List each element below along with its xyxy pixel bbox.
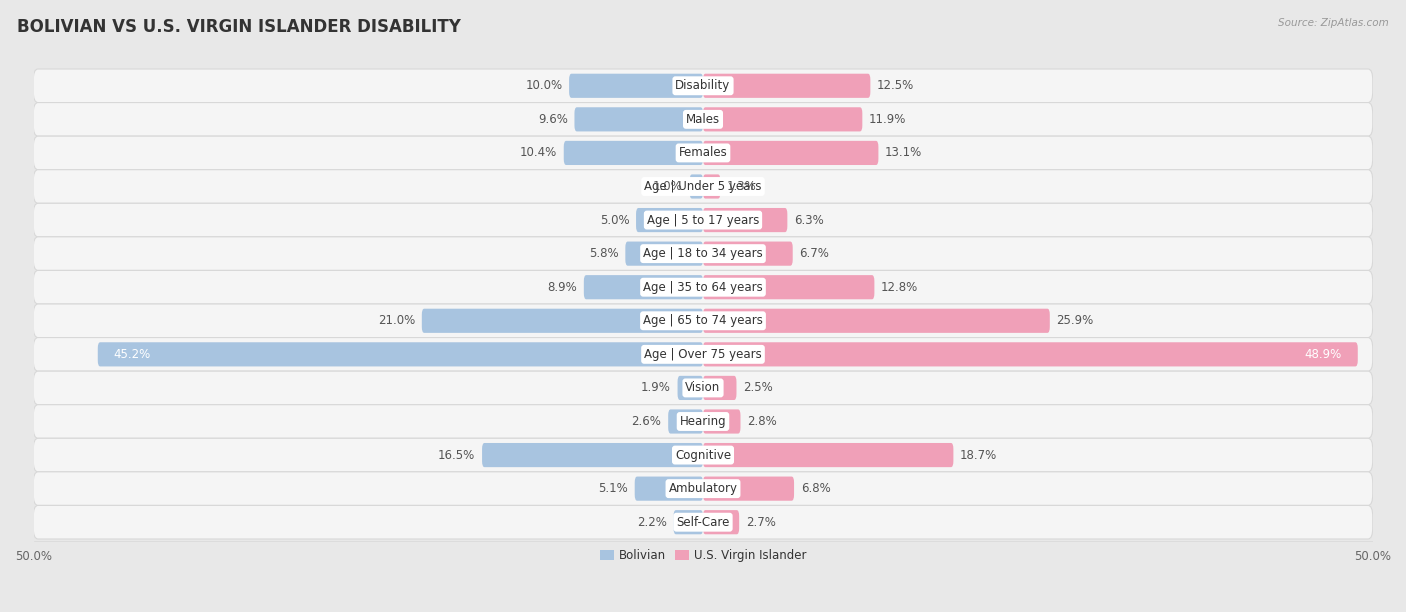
FancyBboxPatch shape: [703, 409, 741, 433]
FancyBboxPatch shape: [34, 103, 1372, 136]
FancyBboxPatch shape: [34, 338, 1372, 371]
Text: BOLIVIAN VS U.S. VIRGIN ISLANDER DISABILITY: BOLIVIAN VS U.S. VIRGIN ISLANDER DISABIL…: [17, 18, 461, 36]
FancyBboxPatch shape: [703, 242, 793, 266]
Text: 12.5%: 12.5%: [877, 80, 914, 92]
Text: Disability: Disability: [675, 80, 731, 92]
Text: 21.0%: 21.0%: [378, 315, 415, 327]
Text: 10.0%: 10.0%: [526, 80, 562, 92]
Text: Age | 65 to 74 years: Age | 65 to 74 years: [643, 315, 763, 327]
Text: Self-Care: Self-Care: [676, 516, 730, 529]
Text: Females: Females: [679, 146, 727, 159]
Text: Age | Under 5 years: Age | Under 5 years: [644, 180, 762, 193]
FancyBboxPatch shape: [634, 477, 703, 501]
FancyBboxPatch shape: [703, 174, 720, 198]
FancyBboxPatch shape: [34, 237, 1372, 271]
Text: 1.9%: 1.9%: [641, 381, 671, 394]
FancyBboxPatch shape: [34, 203, 1372, 237]
Text: 5.1%: 5.1%: [599, 482, 628, 495]
FancyBboxPatch shape: [422, 308, 703, 333]
FancyBboxPatch shape: [34, 438, 1372, 472]
Text: 12.8%: 12.8%: [882, 281, 918, 294]
FancyBboxPatch shape: [575, 107, 703, 132]
FancyBboxPatch shape: [98, 342, 703, 367]
FancyBboxPatch shape: [636, 208, 703, 232]
Text: Age | 35 to 64 years: Age | 35 to 64 years: [643, 281, 763, 294]
Text: 13.1%: 13.1%: [886, 146, 922, 159]
FancyBboxPatch shape: [34, 69, 1372, 103]
FancyBboxPatch shape: [34, 170, 1372, 203]
FancyBboxPatch shape: [34, 506, 1372, 539]
Text: Age | Over 75 years: Age | Over 75 years: [644, 348, 762, 361]
FancyBboxPatch shape: [34, 304, 1372, 338]
Text: 6.7%: 6.7%: [800, 247, 830, 260]
Text: 18.7%: 18.7%: [960, 449, 997, 461]
FancyBboxPatch shape: [703, 141, 879, 165]
Text: Ambulatory: Ambulatory: [668, 482, 738, 495]
FancyBboxPatch shape: [34, 136, 1372, 170]
FancyBboxPatch shape: [34, 405, 1372, 438]
Text: 2.2%: 2.2%: [637, 516, 666, 529]
Text: Hearing: Hearing: [679, 415, 727, 428]
FancyBboxPatch shape: [703, 342, 1358, 367]
Text: Age | 18 to 34 years: Age | 18 to 34 years: [643, 247, 763, 260]
Text: 16.5%: 16.5%: [439, 449, 475, 461]
Text: 2.8%: 2.8%: [747, 415, 778, 428]
Text: Vision: Vision: [685, 381, 721, 394]
FancyBboxPatch shape: [703, 107, 862, 132]
Text: 6.3%: 6.3%: [794, 214, 824, 226]
Text: 5.8%: 5.8%: [589, 247, 619, 260]
Text: Source: ZipAtlas.com: Source: ZipAtlas.com: [1278, 18, 1389, 28]
FancyBboxPatch shape: [569, 73, 703, 98]
Text: 1.0%: 1.0%: [654, 180, 683, 193]
Text: 5.0%: 5.0%: [600, 214, 630, 226]
Text: Males: Males: [686, 113, 720, 126]
FancyBboxPatch shape: [703, 376, 737, 400]
Text: 10.4%: 10.4%: [520, 146, 557, 159]
FancyBboxPatch shape: [668, 409, 703, 433]
Text: 8.9%: 8.9%: [547, 281, 576, 294]
Text: 11.9%: 11.9%: [869, 113, 907, 126]
Text: Cognitive: Cognitive: [675, 449, 731, 461]
Text: 45.2%: 45.2%: [114, 348, 150, 361]
FancyBboxPatch shape: [703, 510, 740, 534]
FancyBboxPatch shape: [673, 510, 703, 534]
Text: 9.6%: 9.6%: [538, 113, 568, 126]
FancyBboxPatch shape: [34, 472, 1372, 506]
FancyBboxPatch shape: [703, 73, 870, 98]
FancyBboxPatch shape: [689, 174, 703, 198]
FancyBboxPatch shape: [703, 443, 953, 467]
FancyBboxPatch shape: [583, 275, 703, 299]
FancyBboxPatch shape: [34, 371, 1372, 405]
Legend: Bolivian, U.S. Virgin Islander: Bolivian, U.S. Virgin Islander: [595, 545, 811, 567]
Text: 6.8%: 6.8%: [801, 482, 831, 495]
FancyBboxPatch shape: [626, 242, 703, 266]
Text: 2.5%: 2.5%: [744, 381, 773, 394]
FancyBboxPatch shape: [703, 477, 794, 501]
Text: 25.9%: 25.9%: [1056, 315, 1094, 327]
Text: 48.9%: 48.9%: [1305, 348, 1341, 361]
Text: 2.6%: 2.6%: [631, 415, 661, 428]
FancyBboxPatch shape: [482, 443, 703, 467]
FancyBboxPatch shape: [703, 275, 875, 299]
FancyBboxPatch shape: [34, 271, 1372, 304]
FancyBboxPatch shape: [678, 376, 703, 400]
Text: 2.7%: 2.7%: [745, 516, 776, 529]
FancyBboxPatch shape: [564, 141, 703, 165]
FancyBboxPatch shape: [703, 308, 1050, 333]
Text: Age | 5 to 17 years: Age | 5 to 17 years: [647, 214, 759, 226]
Text: 1.3%: 1.3%: [727, 180, 756, 193]
FancyBboxPatch shape: [703, 208, 787, 232]
